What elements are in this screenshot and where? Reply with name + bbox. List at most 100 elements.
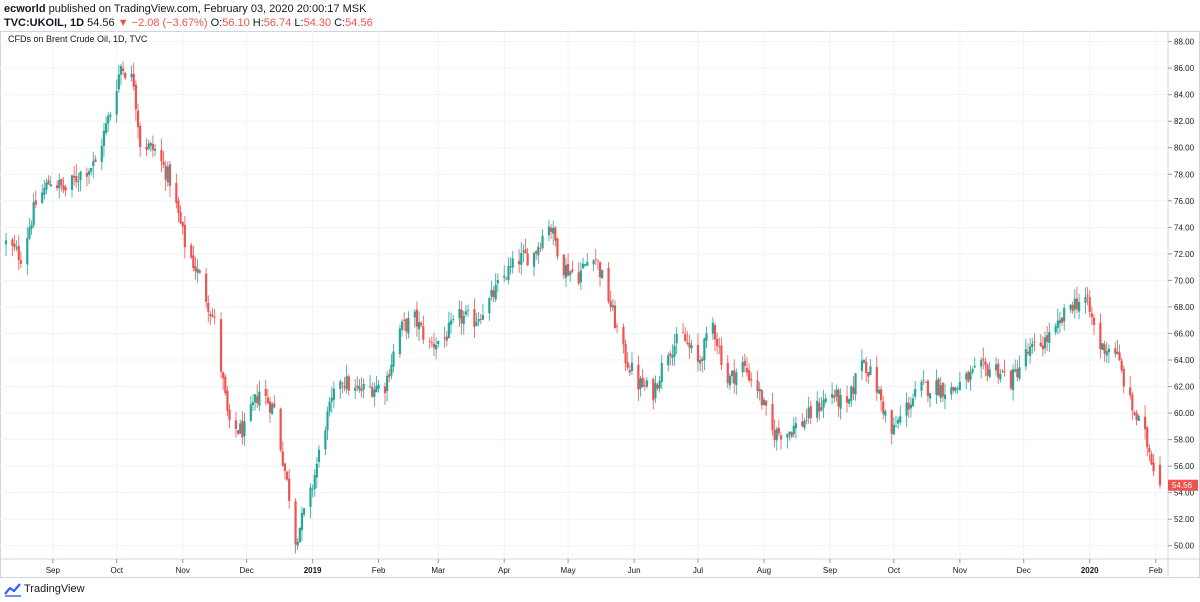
price-tick-label: 60.00 [1174,409,1195,418]
published-text: published on TradingView.com, February 0… [45,3,367,15]
candle [750,372,753,388]
candle [735,368,738,396]
candle [554,226,557,247]
candle [13,235,16,252]
candle [803,417,806,431]
candle [624,339,627,371]
candle [198,268,201,274]
price-tick-label: 82.00 [1174,117,1195,126]
candle [518,249,521,273]
candle [209,311,212,326]
candle [660,355,663,390]
candle [130,65,133,82]
candle [136,103,140,139]
candle [490,280,493,301]
candle [345,364,348,394]
price-tick-label: 52.00 [1174,515,1195,524]
candle [747,363,751,383]
candle [115,79,118,123]
last-price-label: 54.56 [1172,481,1193,490]
candle [219,312,223,379]
candle [164,160,167,191]
candle [4,232,8,257]
author-name[interactable]: ecworld [4,3,46,15]
candle [1046,325,1049,352]
price-tick-label: 64.00 [1174,356,1195,365]
candle [145,138,148,157]
candle [835,384,838,402]
candle [481,303,485,321]
price-tick-label: 56.00 [1174,462,1195,471]
candle [577,262,580,286]
candle [571,260,574,274]
candle [884,409,887,423]
candle [160,138,163,173]
candle [341,381,344,394]
time-axis[interactable]: Sep Oct Nov Dec 2019 Feb Mar Apr May Jun Jul Aug Sep… [46,559,1163,575]
candle [43,179,46,200]
candle [969,365,972,391]
candle [822,389,825,418]
candle [552,220,555,245]
candle [1077,293,1081,320]
candle [279,407,282,453]
time-tick-label: 2019 [304,566,322,575]
candle [905,392,908,427]
candle [794,416,798,439]
candle [941,382,944,403]
price-axis[interactable]: 88.00 86.00 84.00 82.00 80.00 78.00 76.00 74.00… [1168,38,1195,551]
candle [405,317,408,340]
candle [102,123,106,158]
candle [87,168,91,185]
chart-area[interactable]: 88.00 86.00 84.00 82.00 80.00 78.00 76.00 74.00… [0,31,1200,578]
candle [609,290,612,312]
candle [1099,313,1102,359]
candle [1148,444,1151,461]
price-tick-label: 74.00 [1174,223,1195,232]
candle [924,381,927,384]
candle [920,379,923,398]
candle [26,226,29,275]
candle [15,240,18,252]
candle [765,400,768,416]
candle [1069,304,1072,313]
symbol-label[interactable]: TVC:UKOIL, 1D [4,17,85,29]
candle [675,326,678,355]
candle [705,326,708,349]
ohlc-line: TVC:UKOIL, 1D 54.56 ▼ −2.08 (−3.67%) O:5… [4,17,373,30]
candle [524,238,527,254]
candle [11,237,14,257]
time-tick-label: Dec [239,566,253,575]
candle [926,378,930,403]
candle [386,370,389,402]
time-tick-label: Feb [1149,566,1163,575]
candle [243,412,246,446]
candle [273,395,276,409]
candle [434,337,438,360]
candle [268,396,272,423]
candle [792,417,795,438]
candle [875,355,878,401]
candle [890,409,893,445]
price-chart[interactable]: 88.00 86.00 84.00 82.00 80.00 78.00 76.00 74.00… [0,31,1200,578]
candle [375,376,378,393]
candle [613,299,617,329]
candle [343,377,346,392]
tradingview-brand[interactable]: TradingView [24,583,85,595]
last-price-marker: 54.56 [1168,479,1198,491]
candle [258,380,261,411]
candle [726,355,729,389]
candle [980,357,983,379]
price-tick-label: 72.00 [1174,250,1195,259]
time-tick-label: Feb [372,566,386,575]
candle [790,431,793,439]
candle [1024,338,1027,371]
time-tick-label: Nov [953,566,967,575]
candle [17,235,20,271]
candle [952,386,955,393]
candle [119,64,123,86]
candle [222,371,225,391]
candle [611,298,614,311]
price-tick-label: 76.00 [1174,197,1195,206]
candle [271,401,274,415]
